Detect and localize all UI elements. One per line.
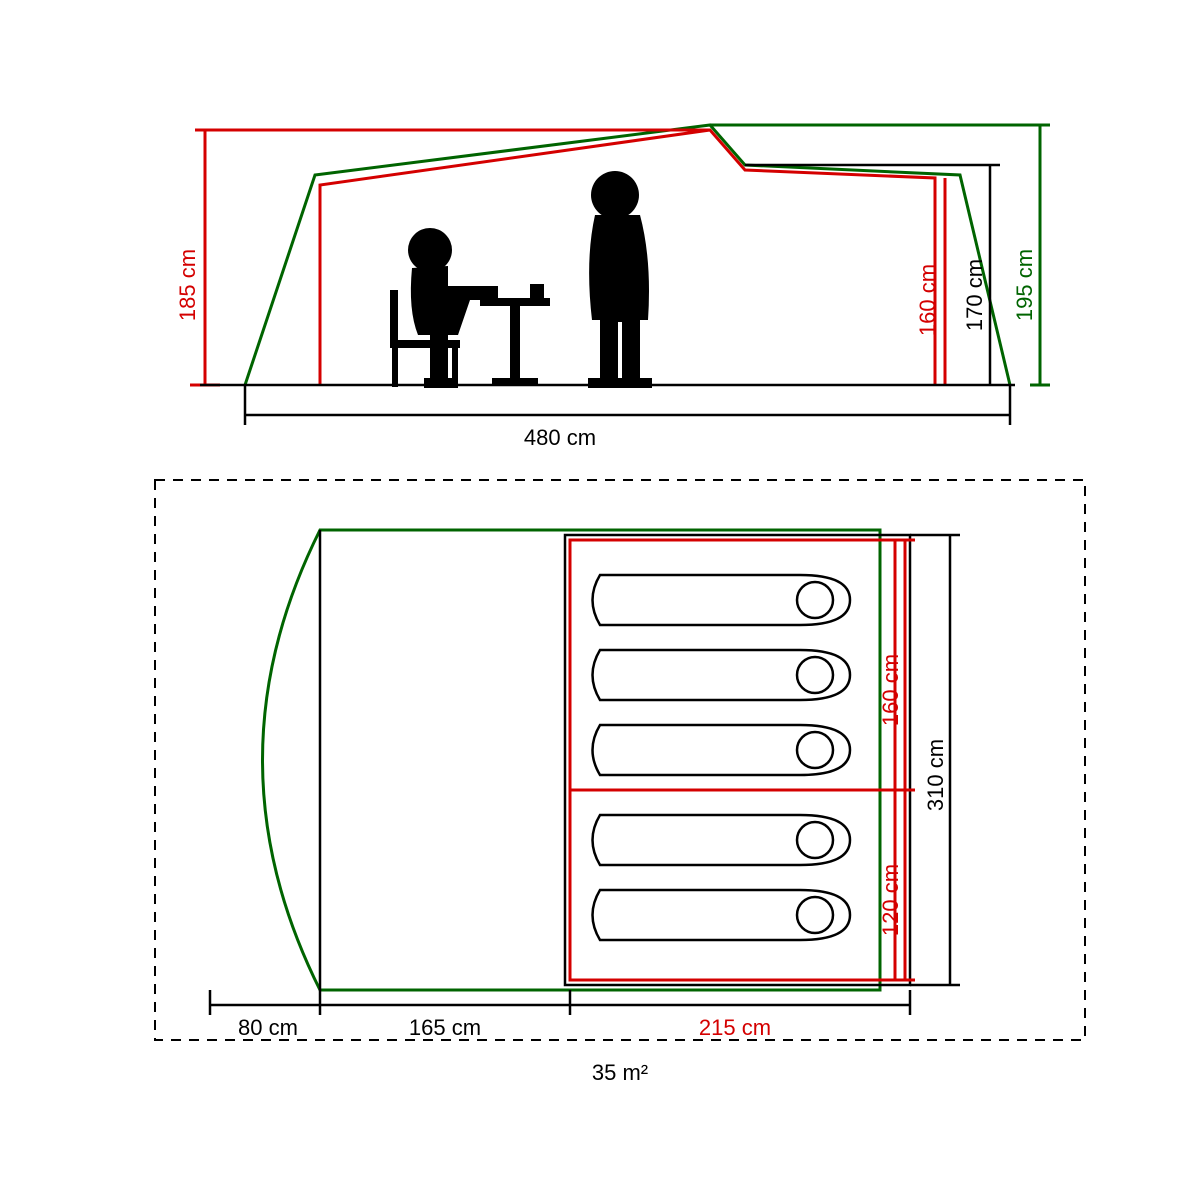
sleeping-bag-3 — [593, 725, 851, 775]
label-480: 480 cm — [524, 425, 596, 450]
dim-170: 170 cm — [745, 165, 1000, 385]
label-80: 80 cm — [238, 1015, 298, 1040]
label-160-side: 160 cm — [915, 264, 940, 336]
dim-310: 310 cm — [910, 535, 960, 985]
label-195: 195 cm — [1012, 249, 1037, 321]
label-310: 310 cm — [923, 739, 948, 811]
bottom-dims: 80 cm 165 cm 215 cm — [210, 990, 910, 1040]
standing-person — [588, 171, 652, 388]
label-170: 170 cm — [962, 259, 987, 331]
sleeping-bag-4 — [593, 815, 851, 865]
tent-dimension-diagram: 185 cm 160 cm 170 cm 195 cm 480 cm — [0, 0, 1200, 1200]
sleeping-bag-1 — [593, 575, 851, 625]
seated-person — [390, 228, 498, 388]
side-view: 185 cm 160 cm 170 cm 195 cm 480 cm — [175, 125, 1050, 450]
label-120-plan: 120 cm — [878, 864, 903, 936]
sleeping-bag-5 — [593, 890, 851, 940]
sleeping-bag-2 — [593, 650, 851, 700]
label-165: 165 cm — [409, 1015, 481, 1040]
diagram-svg: 185 cm 160 cm 170 cm 195 cm 480 cm — [0, 0, 1200, 1200]
label-215: 215 cm — [699, 1015, 771, 1040]
label-area: 35 m² — [592, 1060, 648, 1085]
dim-160-side: 160 cm — [915, 178, 945, 385]
sleeping-bags — [593, 575, 851, 940]
label-160-plan: 160 cm — [878, 654, 903, 726]
bedroom-dim-frame — [565, 535, 910, 985]
label-185: 185 cm — [175, 249, 200, 321]
table — [480, 284, 550, 386]
plan-view: 160 cm 120 cm 310 cm 80 cm 165 cm 215 cm… — [155, 480, 1085, 1085]
dim-480: 480 cm — [245, 385, 1010, 450]
